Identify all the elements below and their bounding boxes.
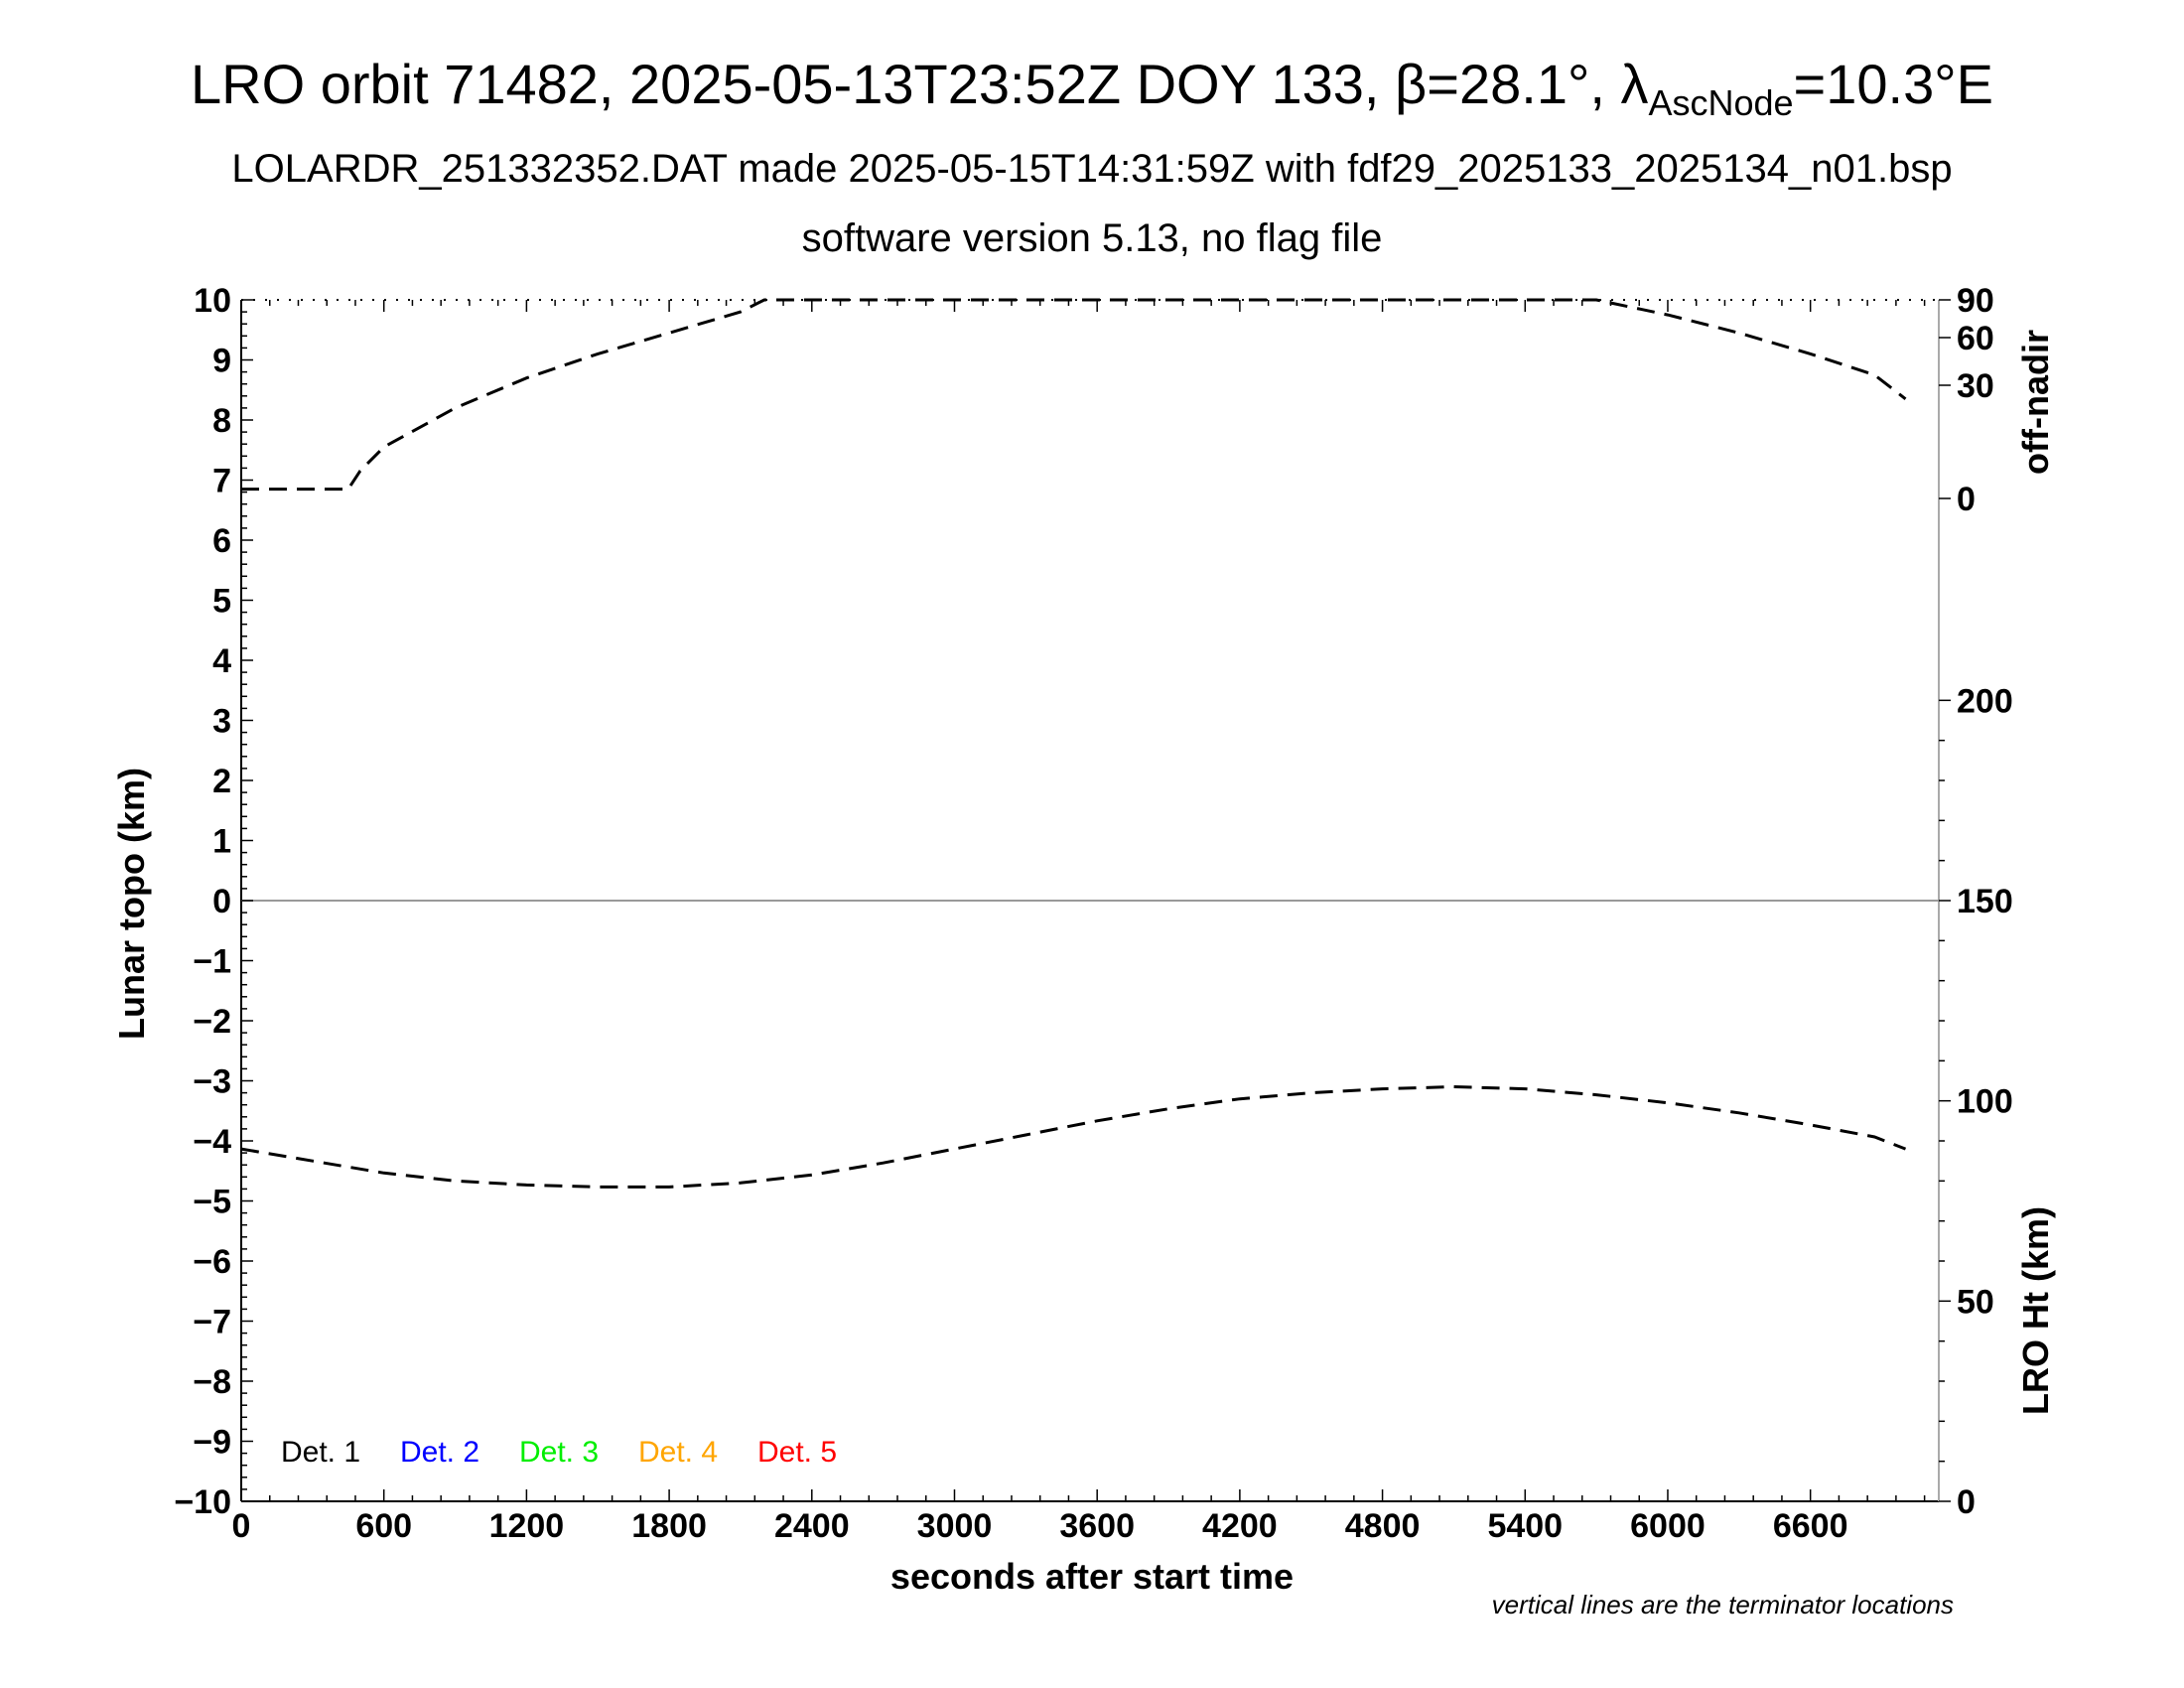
x-tick-label: 5400 <box>1487 1507 1563 1545</box>
legend-item: Det. 2 <box>400 1436 479 1469</box>
y-tick-label: −3 <box>193 1063 231 1101</box>
x-tick-label: 0 <box>232 1507 251 1545</box>
series-line-off-nadir <box>241 298 1907 492</box>
y-tick-label: 3 <box>212 703 231 741</box>
y-tick-label: −4 <box>193 1123 231 1161</box>
x-tick-label: 3000 <box>917 1507 993 1545</box>
chart-subtitle: LOLARDR_251332352.DAT made 2025-05-15T14… <box>231 147 1953 191</box>
x-tick-label: 6000 <box>1630 1507 1706 1545</box>
off-nadir-tick-label: 60 <box>1957 320 1994 357</box>
legend-item: Det. 5 <box>757 1436 837 1469</box>
series-line-lro-ht <box>240 1084 1907 1189</box>
off-nadir-tick-label: 30 <box>1957 367 1994 405</box>
y-tick-label: −10 <box>174 1483 231 1521</box>
x-tick-label: 2400 <box>774 1507 850 1545</box>
y-axis-label: Lunar topo (km) <box>111 768 152 1040</box>
lro-ht-tick-label: 0 <box>1957 1483 1976 1521</box>
chart-software-version: software version 5.13, no flag file <box>801 216 1383 260</box>
lro-ht-tick-label: 150 <box>1957 883 2013 920</box>
legend-item: Det. 3 <box>519 1436 599 1469</box>
y-tick-label: 10 <box>194 282 231 320</box>
y-tick-label: −6 <box>193 1243 231 1281</box>
off-nadir-tick-label: 0 <box>1957 481 1976 518</box>
y-tick-label: 1 <box>212 823 231 861</box>
x-tick-label: 4200 <box>1202 1507 1278 1545</box>
y-tick-label: −2 <box>193 1003 231 1041</box>
y-tick-label: −1 <box>193 943 231 981</box>
legend-item: Det. 4 <box>638 1436 718 1469</box>
x-tick-label: 1200 <box>489 1507 565 1545</box>
chart-title: LRO orbit 71482, 2025-05-13T23:52Z DOY 1… <box>0 52 2184 124</box>
lro-ht-tick-label: 100 <box>1957 1083 2013 1121</box>
off-nadir-axis-label: off-nadir <box>2015 330 2056 475</box>
title-prefix: LRO orbit 71482, 2025-05-13T23:52Z DOY 1… <box>191 53 1649 115</box>
legend-item: Det. 1 <box>281 1436 360 1469</box>
title-subscript: AscNode <box>1648 82 1794 124</box>
off-nadir-tick-label: 90 <box>1957 282 1994 320</box>
y-tick-label: 4 <box>212 642 231 680</box>
lro-ht-tick-label: 200 <box>1957 682 2013 720</box>
title-suffix: =10.3°E <box>1793 53 1993 115</box>
x-tick-label: 1800 <box>631 1507 707 1545</box>
lro-ht-tick-label: 50 <box>1957 1283 1994 1321</box>
y-tick-label: 8 <box>212 402 231 440</box>
y-tick-label: 9 <box>212 343 231 380</box>
y-tick-label: −7 <box>193 1304 231 1341</box>
y-tick-label: 7 <box>212 463 231 500</box>
terminator-note: vertical lines are the terminator locati… <box>1492 1590 1954 1619</box>
lro-ht-axis-label: LRO Ht (km) <box>2015 1206 2056 1415</box>
y-tick-label: 5 <box>212 583 231 621</box>
y-tick-label: −9 <box>193 1424 231 1462</box>
x-tick-label: 6600 <box>1773 1507 1848 1545</box>
x-axis-label: seconds after start time <box>890 1556 1294 1597</box>
plot-axes <box>240 299 1951 1502</box>
series-layer <box>240 298 1907 1189</box>
x-tick-label: 600 <box>355 1507 412 1545</box>
x-tick-label: 4800 <box>1345 1507 1421 1545</box>
y-tick-label: −8 <box>193 1363 231 1401</box>
y-tick-label: −5 <box>193 1184 231 1221</box>
y-tick-label: 2 <box>212 763 231 800</box>
y-tick-label: 6 <box>212 522 231 560</box>
y-tick-label: 0 <box>212 883 231 920</box>
x-tick-label: 3600 <box>1059 1507 1135 1545</box>
legend: Det. 1 Det. 2 Det. 3 Det. 4 Det. 5 <box>281 1436 837 1469</box>
